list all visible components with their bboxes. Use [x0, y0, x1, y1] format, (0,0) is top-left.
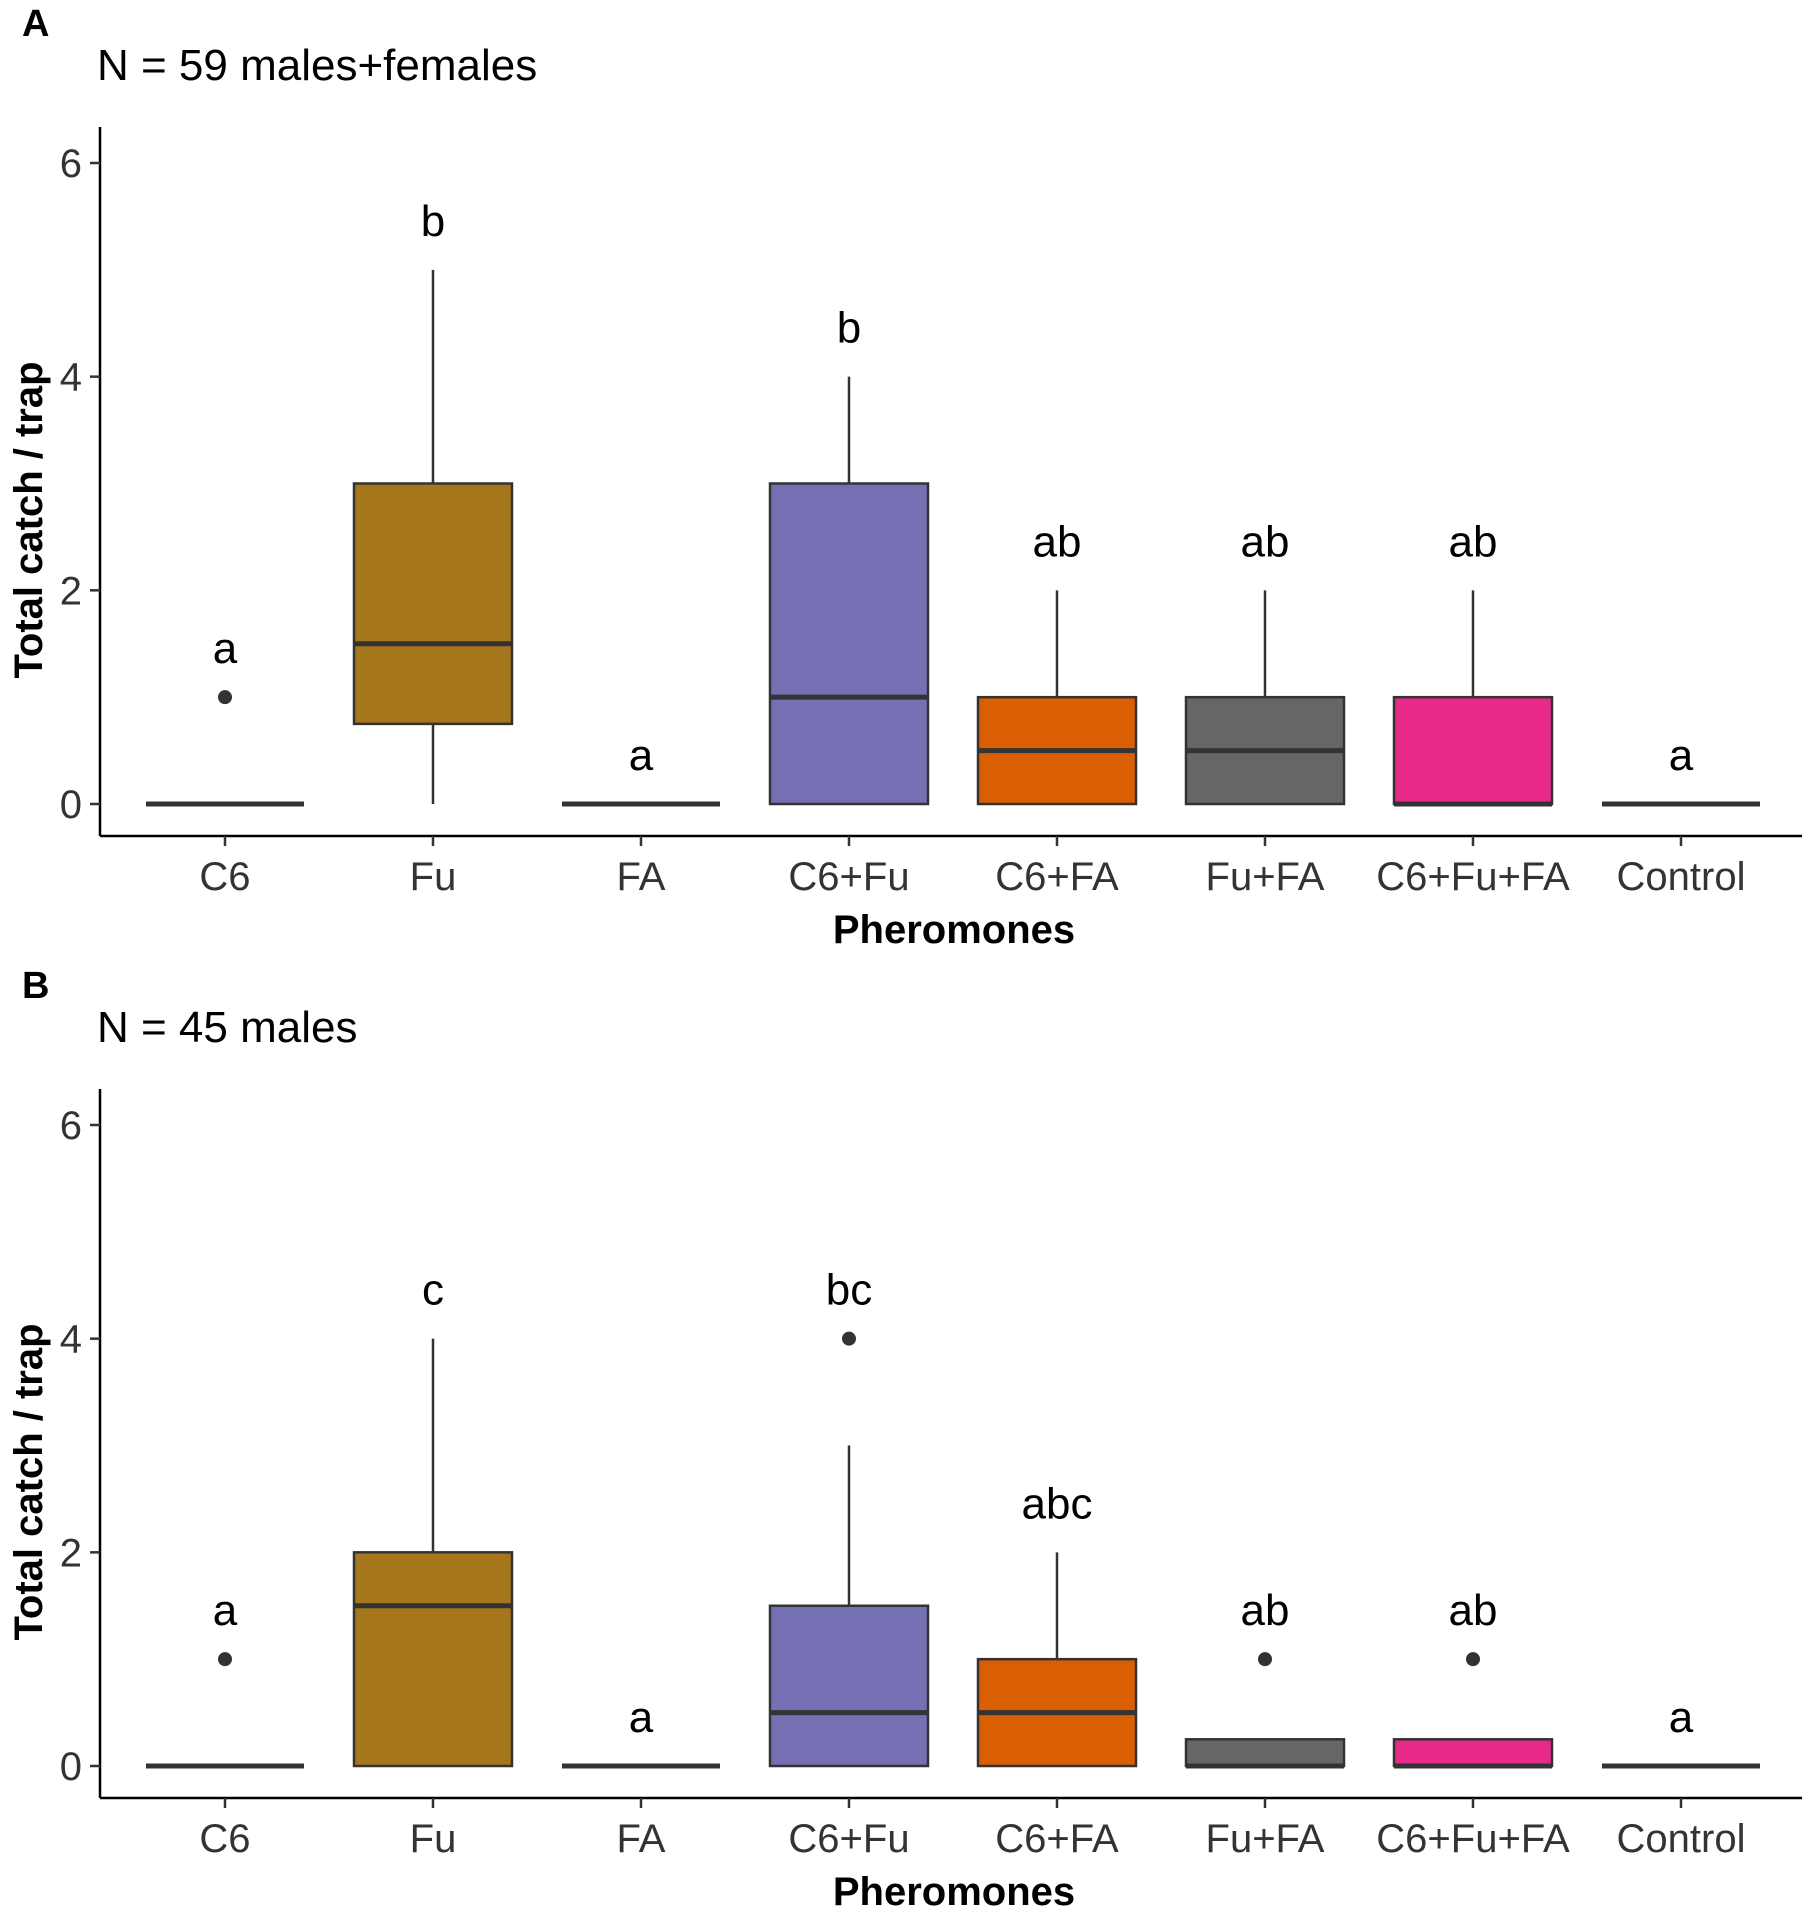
y-tick-label: 6: [60, 1104, 82, 1148]
significance-letter: ab: [1241, 1586, 1290, 1635]
box-body: [1392, 1738, 1554, 1768]
box-body: [1392, 695, 1554, 806]
box-c6: a: [146, 624, 304, 807]
x-axis-title: Pheromones: [833, 1870, 1075, 1910]
box-fa: a: [562, 1693, 720, 1769]
box-c6-fa: ab: [976, 517, 1138, 806]
y-axis-title: Total catch / trap: [7, 361, 51, 678]
y-tick-label: 2: [60, 1531, 82, 1575]
panel-letter: B: [22, 965, 49, 1007]
x-tick-label: C6: [199, 1817, 250, 1861]
outlier-point: [218, 1652, 232, 1667]
significance-letter: c: [422, 1266, 444, 1315]
box-control: a: [1602, 1693, 1760, 1769]
significance-letter: a: [1669, 731, 1694, 780]
x-tick-label: Control: [1617, 855, 1746, 899]
significance-letter: ab: [1033, 517, 1082, 566]
box-c6-fa: abc: [976, 1479, 1138, 1768]
outlier-point: [1258, 1652, 1272, 1667]
y-axis-title: Total catch / trap: [7, 1323, 51, 1640]
x-tick-label: Fu+FA: [1206, 1817, 1325, 1861]
box-fu: c: [352, 1266, 514, 1768]
panel-title: N = 59 males+females: [97, 41, 537, 90]
x-tick-label: FA: [617, 1817, 666, 1861]
y-tick-label: 4: [60, 356, 82, 400]
box-c6-fu: b: [768, 304, 930, 806]
significance-letter: b: [837, 304, 861, 353]
significance-letter: ab: [1241, 517, 1290, 566]
box-fu: b: [352, 197, 514, 804]
box-c6: a: [146, 1586, 304, 1769]
box-c6-fu: bc: [768, 1266, 930, 1768]
x-tick-label: C6: [199, 855, 250, 899]
y-tick-label: 4: [60, 1318, 82, 1362]
box-c6-fu-fa: ab: [1392, 1586, 1554, 1769]
x-axis-title: Pheromones: [833, 908, 1075, 952]
significance-letter: b: [421, 197, 445, 246]
x-tick-label: Fu+FA: [1206, 855, 1325, 899]
box-body: [352, 1551, 514, 1768]
x-tick-label: C6+Fu+FA: [1376, 1817, 1570, 1861]
significance-letter: a: [213, 624, 238, 673]
significance-letter: a: [629, 731, 654, 780]
panel-a: A N = 59 males+females 0 2 4 6 C6 a Fu b FA a C6+F…: [7, 3, 1802, 952]
box-fa: a: [562, 731, 720, 807]
significance-letter: a: [629, 1693, 654, 1742]
significance-letter: bc: [826, 1266, 872, 1315]
box-fu-fa: ab: [1184, 1586, 1346, 1769]
plot-area: 0 2 4 6 C6 a Fu b FA a C6+Fu b C6+FA ab Fu+FA ab C6+Fu+F…: [60, 127, 1802, 899]
box-control: a: [1602, 731, 1760, 807]
panel-b: B N = 45 males 0 2 4 6 C6 a Fu c FA a C6+Fu bc C6+FA…: [7, 965, 1802, 1910]
significance-letter: ab: [1449, 517, 1498, 566]
x-tick-label: C6+Fu: [788, 855, 909, 899]
y-tick-label: 0: [60, 1745, 82, 1789]
outlier-point: [218, 690, 232, 705]
x-tick-label: C6+FA: [995, 1817, 1119, 1861]
x-tick-label: Fu: [410, 855, 457, 899]
box-body: [352, 482, 514, 726]
significance-letter: a: [213, 1586, 238, 1635]
x-tick-label: C6+Fu+FA: [1376, 855, 1570, 899]
significance-letter: a: [1669, 1693, 1694, 1742]
significance-letter: ab: [1449, 1586, 1498, 1635]
panel-title: N = 45 males: [97, 1003, 357, 1052]
x-tick-label: FA: [617, 855, 666, 899]
y-tick-label: 2: [60, 569, 82, 613]
panel-letter: A: [22, 3, 49, 45]
box-fu-fa: ab: [1184, 517, 1346, 806]
y-tick-label: 0: [60, 783, 82, 827]
x-tick-label: C6+Fu: [788, 1817, 909, 1861]
x-tick-label: Fu: [410, 1817, 457, 1861]
x-tick-label: Control: [1617, 1817, 1746, 1861]
box-body: [768, 1604, 930, 1768]
outlier-point: [1466, 1652, 1480, 1667]
box-c6-fu-fa: ab: [1392, 517, 1554, 807]
x-tick-label: C6+FA: [995, 855, 1119, 899]
significance-letter: abc: [1022, 1479, 1093, 1528]
box-body: [768, 482, 930, 806]
plot-area: 0 2 4 6 C6 a Fu c FA a C6+Fu bc C6+FA abc Fu+FA ab C6+Fu…: [60, 1089, 1802, 1861]
y-tick-label: 6: [60, 142, 82, 186]
box-body: [1184, 1738, 1346, 1768]
outlier-point: [842, 1331, 856, 1346]
